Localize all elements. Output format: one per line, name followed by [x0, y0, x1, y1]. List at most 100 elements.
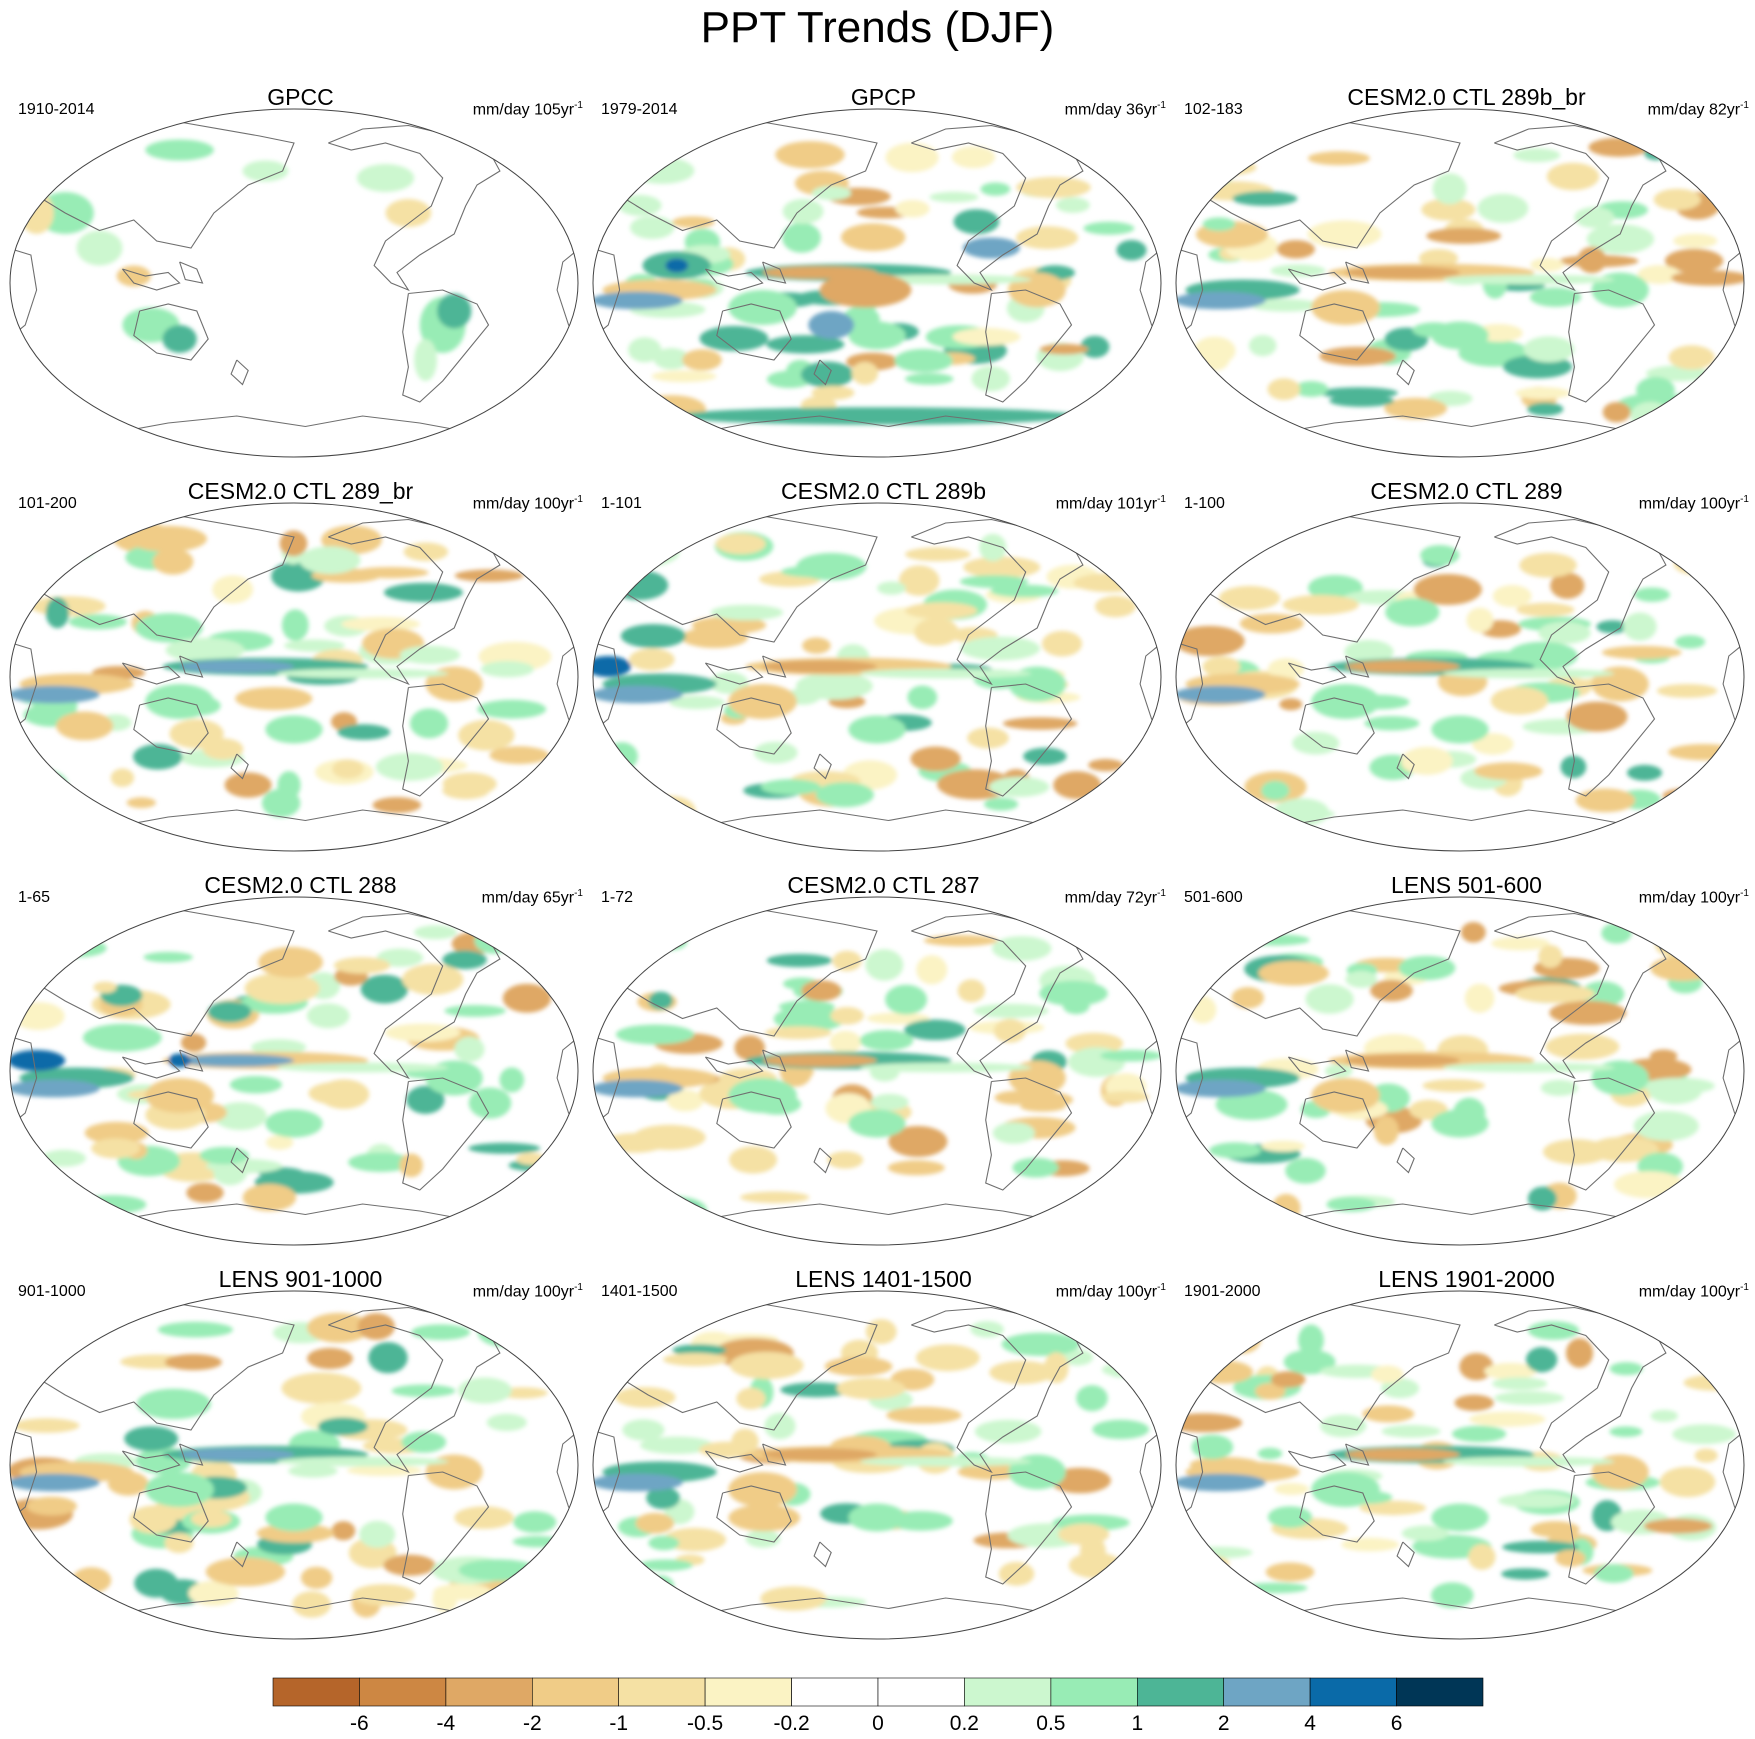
- trend-contour-patch: [251, 1039, 307, 1056]
- coastline: [762, 1443, 787, 1466]
- colorbar-swatch: [272, 1677, 360, 1707]
- trend-contour-patch: [10, 1050, 66, 1071]
- trend-contour-patch: [46, 938, 107, 958]
- trend-contour-patch: [653, 348, 690, 370]
- trend-contour-patch: [1672, 1424, 1736, 1445]
- trend-contour-patch: [181, 1033, 207, 1052]
- trend-contour-patch: [1381, 1425, 1441, 1438]
- trend-contour-patch: [628, 337, 662, 363]
- trend-contour-patch: [1345, 266, 1460, 279]
- coastline: [704, 1450, 764, 1473]
- trend-contour-patch: [56, 711, 114, 741]
- coastline: [1276, 415, 1644, 435]
- trend-contour-patch: [1020, 1101, 1066, 1112]
- trend-contour-patch: [760, 1586, 827, 1611]
- coastline: [1287, 1056, 1347, 1079]
- trend-contour-patch: [766, 335, 845, 354]
- trend-contour-patch: [1270, 1371, 1306, 1388]
- colorbar-tick-label: 4: [1304, 1712, 1316, 1735]
- trend-contour-patch: [1195, 1556, 1230, 1571]
- trend-contour-patch: [669, 695, 725, 710]
- trend-contour-patch: [953, 209, 1000, 235]
- trend-contour-patch: [1204, 525, 1261, 550]
- trend-contour-patch: [375, 753, 443, 781]
- panel-title: CESM2.0 CTL 289b_br: [1347, 84, 1586, 110]
- trend-contour-patch: [1494, 1391, 1564, 1405]
- trend-contour-patch: [887, 1160, 945, 1176]
- trend-contour-patch: [1285, 1158, 1326, 1184]
- trend-contour-patch: [914, 618, 959, 646]
- coastline: [110, 1203, 478, 1223]
- coastline: [1345, 655, 1370, 678]
- trend-contour-patch: [145, 139, 214, 161]
- trend-contour-patch: [1116, 240, 1147, 261]
- trend-contour-patch: [1401, 746, 1453, 775]
- trend-contour-patch: [242, 1183, 297, 1212]
- coastline: [985, 683, 1073, 797]
- trend-contour-patch: [1062, 997, 1090, 1015]
- trend-contour-patch: [1609, 1426, 1643, 1437]
- trend-contour-patch: [10, 1473, 100, 1492]
- trend-contour-patch: [1039, 343, 1089, 355]
- trend-contour-patch: [1683, 1374, 1744, 1391]
- trend-contour-patch: [265, 1503, 323, 1532]
- trend-contour-patch: [1345, 1054, 1460, 1067]
- units-exponent: -1: [1157, 494, 1166, 505]
- trend-contour-patch: [442, 950, 487, 970]
- trend-contour-patch: [360, 974, 409, 1004]
- trend-contour-patch: [904, 1019, 966, 1041]
- trend-contour-patch: [808, 311, 855, 339]
- units-text: mm/day 100yr: [1638, 889, 1741, 907]
- trend-contour-patch: [468, 1087, 512, 1119]
- trend-contour-patch: [1189, 996, 1217, 1024]
- trend-contour-patch: [1080, 335, 1110, 358]
- trend-contour-patch: [962, 237, 1020, 259]
- trend-contour-patch: [1176, 1473, 1266, 1492]
- map-panel: LENS 901-1000 901-1000 mm/day 100yr-1: [8, 1266, 593, 1661]
- trend-contour-patch: [1041, 630, 1083, 657]
- robinson-map: [9, 108, 579, 458]
- trend-contour-patch: [1670, 270, 1744, 286]
- panel-period-label: 501-600: [1184, 889, 1243, 906]
- trend-contour-patch: [614, 403, 675, 414]
- trend-contour-patch: [848, 1109, 906, 1138]
- coastline: [1396, 359, 1415, 386]
- trend-contour-patch: [359, 1520, 396, 1548]
- trend-contour-patch: [1431, 715, 1489, 744]
- coastline: [402, 289, 490, 403]
- coastline: [985, 1077, 1073, 1191]
- trend-contour-patch: [827, 1151, 864, 1169]
- map-panel: CESM2.0 CTL 287 1-72 mm/day 72yr-1: [591, 872, 1176, 1267]
- colorbar-tick-label: -6: [350, 1712, 369, 1735]
- coastline: [1396, 1541, 1415, 1568]
- trend-contour-patch: [1311, 1078, 1380, 1113]
- trend-contour-patch: [1073, 573, 1147, 593]
- trend-contour-patch: [796, 552, 867, 581]
- coastline: [1568, 289, 1656, 403]
- trend-contour-patch: [1370, 979, 1413, 1002]
- panel-title: CESM2.0 CTL 287: [787, 872, 980, 898]
- trend-contour-patch: [281, 1372, 362, 1404]
- trend-contour-patch: [989, 1360, 1055, 1385]
- trend-contour-patch: [1092, 1419, 1150, 1440]
- trend-contour-patch: [1101, 1361, 1161, 1378]
- trend-contour-patch: [1023, 747, 1067, 765]
- trend-contour-patch: [866, 1012, 930, 1025]
- trend-contour-patch: [1637, 265, 1681, 284]
- coastline: [1299, 697, 1375, 755]
- trend-contour-patch: [1644, 146, 1669, 161]
- trend-contour-patch: [212, 575, 254, 604]
- trend-contour-patch: [1550, 572, 1585, 599]
- trend-contour-patch: [1307, 151, 1370, 166]
- trend-contour-patch: [682, 349, 722, 371]
- coastline: [1287, 1450, 1347, 1473]
- robinson-map: [1175, 896, 1745, 1246]
- trend-contour-patch: [68, 614, 127, 630]
- trend-contour-patch: [593, 291, 683, 310]
- precip-trend-field: [10, 897, 578, 1245]
- map-outline: [9, 896, 579, 1246]
- colorbar-swatch: [877, 1677, 965, 1707]
- panel-units-label: mm/day 100yr-1: [1056, 1278, 1166, 1302]
- colorbar-tick-label: 0.2: [950, 1712, 979, 1735]
- trend-contour-patch: [1498, 1493, 1575, 1508]
